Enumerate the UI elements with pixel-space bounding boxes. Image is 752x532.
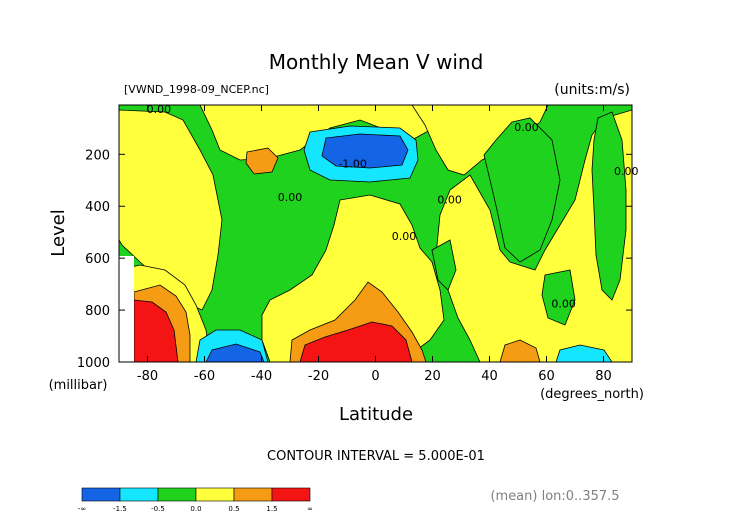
contour-region-green-right-low xyxy=(541,269,576,326)
contour-label: 0.00 xyxy=(437,194,462,207)
x-axis-title: Latitude xyxy=(339,404,413,425)
contour-label: 0.00 xyxy=(392,230,417,243)
y-axis: 200 400 600 800 1000 xyxy=(77,148,632,371)
colorbar-tick-label: ∞ xyxy=(307,505,313,513)
colorbar-swatch xyxy=(271,487,311,502)
contour-region-red-left xyxy=(133,299,179,362)
y-tick-label: 800 xyxy=(85,304,110,319)
colorbar-swatch xyxy=(81,487,121,502)
contour-region-green-rightband xyxy=(483,117,561,263)
colorbar-tick-label: 0.0 xyxy=(190,505,201,513)
colorbar-tick-label: 0.5 xyxy=(228,505,239,513)
missing-data-area xyxy=(119,256,134,362)
colorbar-tick-label: -1.5 xyxy=(113,505,127,513)
contour-region-strong-negative-surface-left xyxy=(205,343,265,362)
units-label: (units:m/s) xyxy=(554,82,630,98)
contour-labels: 0.00 -1.00 0.00 0.00 0.00 0.00 0.00 0.00 xyxy=(147,103,639,310)
colorbar-swatch xyxy=(233,487,273,502)
chart-title: Monthly Mean V wind xyxy=(269,50,484,74)
colorbar-swatch xyxy=(195,487,235,502)
x-tick-label: -80 xyxy=(137,369,158,384)
contour-region-green-mid xyxy=(431,239,457,291)
x-tick-label: -20 xyxy=(308,369,329,384)
y-tick-label: 400 xyxy=(85,200,110,215)
contour-region-positive-topleft xyxy=(119,109,223,311)
y-tick-label: 600 xyxy=(85,252,110,267)
y-tick-label: 200 xyxy=(85,148,110,163)
colorbar-swatch xyxy=(119,487,159,502)
contour-label: -1.00 xyxy=(338,157,366,170)
contour-label: 0.00 xyxy=(614,165,639,178)
contour-label: 0.00 xyxy=(147,103,172,116)
contour-region-strong-negative-jet xyxy=(321,133,409,169)
contour-region-orange-surface-right xyxy=(499,339,541,362)
x-axis-units: (degrees_north) xyxy=(540,387,644,402)
contour-interval-text: CONTOUR INTERVAL = 5.000E-01 xyxy=(267,449,485,464)
contour-field xyxy=(119,105,632,362)
colorbar: -∞ -1.5 -0.5 0.0 0.5 1.5 ∞ xyxy=(78,487,313,513)
x-tick-label: 0 xyxy=(371,369,379,384)
x-tick-label: 40 xyxy=(481,369,498,384)
colorbar-tick-label: -∞ xyxy=(78,505,86,513)
contour-region-negative-surface-right xyxy=(555,344,613,362)
colorbar-swatch xyxy=(157,487,197,502)
x-tick-label: 60 xyxy=(538,369,555,384)
colorbar-tick-label: 1.5 xyxy=(266,505,277,513)
contour-region-positive-small xyxy=(245,147,279,175)
x-axis: -80 -60 -40 -20 0 20 40 60 80 xyxy=(137,105,612,384)
colorbar-tick-label: -0.5 xyxy=(151,505,165,513)
x-tick-label: 20 xyxy=(424,369,441,384)
contour-region-green-rightedge xyxy=(591,111,627,301)
y-tick-label: 1000 xyxy=(77,356,110,371)
x-tick-label: -40 xyxy=(251,369,272,384)
source-label: [VWND_1998-09_NCEP.nc] xyxy=(124,83,269,96)
footer-note: (mean) lon:0..357.5 xyxy=(490,489,619,504)
contour-label: 0.00 xyxy=(514,121,539,134)
contour-label: 0.00 xyxy=(278,191,303,204)
y-axis-title: Level xyxy=(48,209,69,257)
contour-label: 0.00 xyxy=(551,297,576,310)
x-tick-label: -60 xyxy=(194,369,215,384)
x-tick-label: 80 xyxy=(595,369,612,384)
y-axis-units: (millibar) xyxy=(49,378,108,393)
contour-region-strong-positive-surface xyxy=(299,321,413,362)
